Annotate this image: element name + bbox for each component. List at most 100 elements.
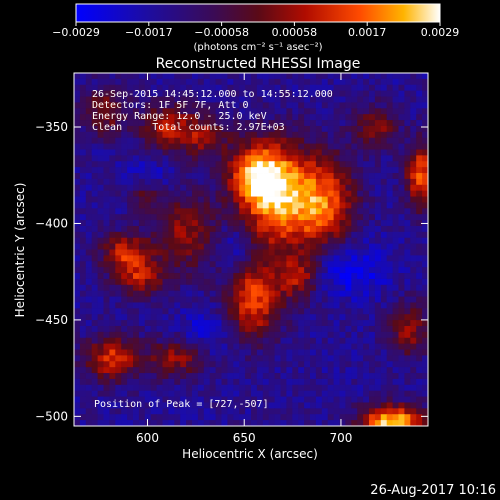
heatmap-cell [327,208,334,215]
heatmap-cell [357,243,364,250]
heatmap-cell [109,90,116,97]
heatmap-cell [133,349,140,356]
heatmap-cell [380,337,388,345]
heatmap-cell [321,273,329,280]
heatmap-cell [192,408,199,415]
heatmap-cell [256,373,264,380]
heatmap-cell [215,314,222,321]
y-tick-label: −500 [35,409,68,423]
heatmap-cell [168,290,175,297]
heatmap-cell [115,108,122,115]
heatmap-cell [91,249,98,256]
heatmap-cell [227,302,234,309]
heatmap-cell [215,325,222,333]
heatmap-cell [380,96,388,103]
heatmap-cell [321,367,329,374]
heatmap-cell [392,243,399,250]
heatmap-cell [374,325,382,333]
heatmap-cell [380,173,388,180]
heatmap-cell [121,231,128,239]
heatmap-cell [233,367,240,374]
heatmap-cell [321,331,329,339]
heatmap-cell [345,225,352,233]
heatmap-cell [369,220,376,227]
heatmap-cell [103,320,110,327]
heatmap-cell [369,408,376,415]
heatmap-cell [91,96,98,103]
heatmap-cell [127,78,134,86]
heatmap-cell [233,137,240,144]
heatmap-cell [144,155,152,162]
heatmap-cell [416,214,423,221]
heatmap-cell [251,261,258,268]
heatmap-cell [109,225,116,233]
heatmap-cell [298,402,305,409]
heatmap-cell [121,237,128,245]
heatmap-cell [138,273,146,280]
heatmap-cell [227,296,234,303]
heatmap-cell [245,278,252,286]
heatmap-cell [74,125,81,133]
heatmap-cell [315,196,323,203]
heatmap-cell [156,290,163,297]
heatmap-cell [339,178,346,186]
heatmap-cell [369,237,376,245]
heatmap-cell [239,255,246,262]
heatmap-cell [351,273,358,280]
heatmap-cell [327,231,334,239]
heatmap-cell [215,202,222,209]
heatmap-cell [327,249,334,256]
heatmap-cell [180,96,187,103]
heatmap-cell [227,178,234,186]
heatmap-cell [404,178,411,186]
heatmap-cell [333,325,340,333]
heatmap-cell [227,214,234,221]
heatmap-cell [221,261,228,268]
heatmap-cell [357,290,364,297]
heatmap-cell [79,96,87,103]
heatmap-cell [221,355,228,362]
heatmap-cell [203,231,211,239]
heatmap-cell [156,296,163,303]
heatmap-cell [150,290,157,297]
heatmap-cell [369,208,376,215]
heatmap-cell [133,90,140,97]
heatmap-cell [174,278,181,286]
heatmap-cell [97,361,104,368]
heatmap-cell [339,225,346,233]
heatmap-cell [327,267,334,274]
heatmap-cell [298,78,305,86]
heatmap-cell [74,390,81,397]
heatmap-cell [109,137,116,144]
heatmap-cell [386,225,393,233]
heatmap-cell [197,190,205,197]
heatmap-cell [186,178,193,186]
heatmap-cell [168,125,175,133]
heatmap-cell [256,349,264,356]
heatmap-cell [298,343,305,350]
heatmap-cell [369,78,376,86]
heatmap-cell [156,102,163,109]
heatmap-cell [162,273,169,280]
heatmap-cell [121,296,128,303]
heatmap-cell [133,402,140,409]
heatmap-cell [133,378,140,386]
heatmap-cell [85,414,93,421]
heatmap-cell [386,290,393,297]
heatmap-cell [422,355,429,362]
heatmap-cell [304,296,311,303]
heatmap-cell [186,173,193,180]
heatmap-cell [357,325,364,333]
heatmap-cell [91,214,98,221]
heatmap-cell [138,267,146,274]
heatmap-cell [215,131,222,139]
heatmap-cell [127,308,134,315]
heatmap-cell [127,325,134,333]
heatmap-cell [97,302,104,309]
heatmap-cell [351,102,358,109]
heatmap-cell [115,337,122,345]
heatmap-cell [239,355,246,362]
heatmap-cell [144,84,152,92]
heatmap-cell [374,296,382,303]
heatmap-cell [162,343,169,350]
